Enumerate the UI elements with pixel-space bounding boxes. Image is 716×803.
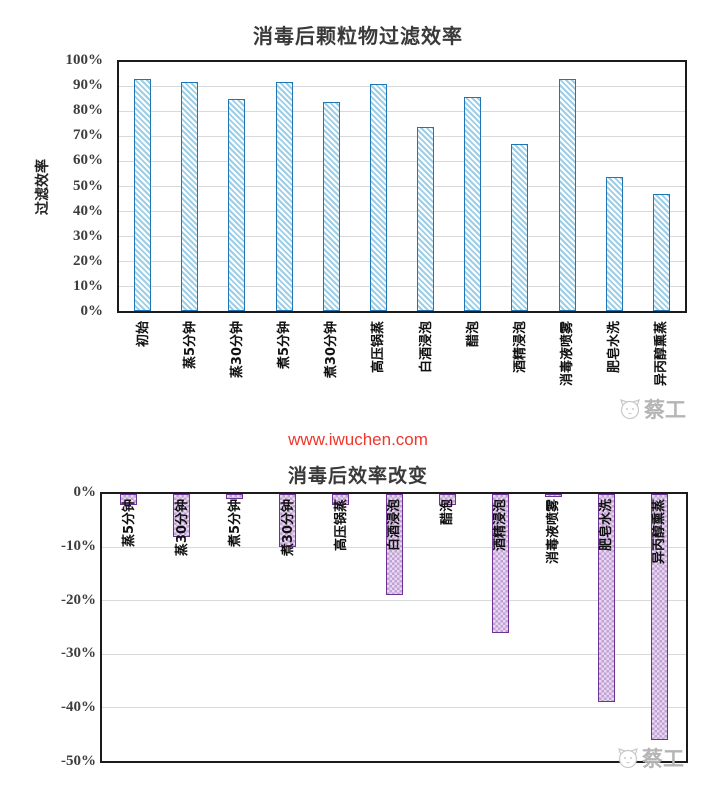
y-tick-label: 100%	[65, 52, 104, 68]
gridline	[119, 161, 685, 163]
category-label: 煮5分钟	[227, 499, 243, 548]
category-label: 煮30分钟	[324, 321, 340, 379]
category-label: 蒸30分钟	[229, 321, 245, 379]
y-tick-label: 50%	[73, 177, 103, 194]
category-label: 煮5分钟	[277, 321, 293, 370]
y-tick-label: 90%	[73, 77, 103, 94]
bottom-chart-title: 消毒后效率改变	[287, 465, 428, 487]
y-tick-label: 10%	[73, 277, 103, 294]
bar	[652, 193, 670, 311]
category-label: 蒸5分钟	[182, 321, 198, 370]
y-tick-label: -20%	[61, 591, 96, 608]
bar	[491, 494, 509, 633]
bar	[322, 101, 340, 311]
bar	[332, 494, 350, 505]
bar	[228, 99, 246, 311]
category-label: 肥皂水洗	[607, 321, 623, 374]
y-tick-label: 60%	[73, 152, 103, 169]
bar	[385, 494, 403, 596]
category-label: 异丙醇熏蒸	[652, 499, 668, 565]
gridline	[119, 86, 685, 88]
bar	[597, 494, 615, 703]
signature-watermark: 蔡工	[616, 743, 684, 773]
gridline	[119, 210, 685, 212]
cat-face-icon	[618, 748, 638, 769]
category-label: 酒精浸泡	[493, 499, 509, 552]
top-chart-plot-area	[117, 60, 687, 313]
bar	[279, 494, 297, 548]
bottom-chart-plot-area	[100, 492, 688, 763]
y-tick-label: 0%	[73, 484, 97, 500]
gridline	[119, 260, 685, 262]
bar	[275, 81, 293, 311]
bar	[544, 494, 562, 497]
site-watermark: www.iwuchen.com	[288, 430, 428, 449]
category-label: 异丙醇熏蒸	[654, 321, 670, 387]
bar	[605, 176, 623, 311]
y-tick-label: 80%	[73, 102, 103, 119]
signature-text: 蔡工	[642, 747, 684, 771]
bar	[417, 126, 435, 311]
y-tick-label: 20%	[73, 252, 103, 269]
y-tick-label: 30%	[73, 227, 103, 244]
category-label: 醋泡	[440, 499, 456, 526]
gridline	[119, 111, 685, 113]
gridline	[102, 600, 686, 602]
bar	[650, 494, 668, 740]
category-label: 酒精浸泡	[512, 321, 528, 374]
category-label: 初始	[135, 321, 151, 348]
bar	[438, 494, 456, 505]
bar	[120, 494, 138, 505]
cat-face-icon	[620, 399, 640, 420]
bar	[558, 79, 576, 311]
gridline	[119, 186, 685, 187]
y-tick-label: 40%	[73, 202, 103, 219]
gridline	[119, 235, 685, 237]
category-label: 消毒液喷雾	[546, 499, 562, 565]
bar	[181, 81, 199, 311]
y-tick-label: 70%	[73, 127, 103, 144]
category-label: 醋泡	[465, 321, 481, 348]
gridline	[119, 285, 685, 287]
y-tick-label: -10%	[61, 537, 96, 554]
category-label: 高压锅蒸	[333, 499, 349, 552]
category-label: 白酒浸泡	[387, 499, 402, 552]
category-label: 肥皂水洗	[599, 499, 615, 552]
bar	[134, 79, 152, 311]
bar	[226, 494, 244, 500]
y-tick-label: -30%	[61, 645, 96, 662]
gridline	[119, 136, 685, 138]
y-tick-label: 0%	[80, 303, 104, 319]
bar	[464, 96, 482, 311]
bar	[173, 494, 191, 537]
top-chart-title: 消毒后颗粒物过滤效率	[253, 24, 463, 48]
category-label: 白酒浸泡	[418, 321, 434, 374]
category-label: 高压锅蒸	[371, 321, 387, 374]
signature-text: 蔡工	[644, 398, 686, 422]
signature-watermark: 蔡工	[618, 394, 686, 424]
y-tick-label: -40%	[61, 699, 96, 716]
gridline	[102, 653, 686, 655]
category-label: 蒸30分钟	[174, 499, 190, 557]
gridline	[102, 707, 686, 709]
category-label: 煮30分钟	[280, 499, 296, 557]
bar	[369, 84, 387, 311]
category-label: 蒸5分钟	[121, 499, 137, 548]
category-label: 消毒液喷雾	[560, 321, 576, 387]
y-tick-label: -50%	[61, 753, 96, 769]
bar	[511, 144, 529, 311]
